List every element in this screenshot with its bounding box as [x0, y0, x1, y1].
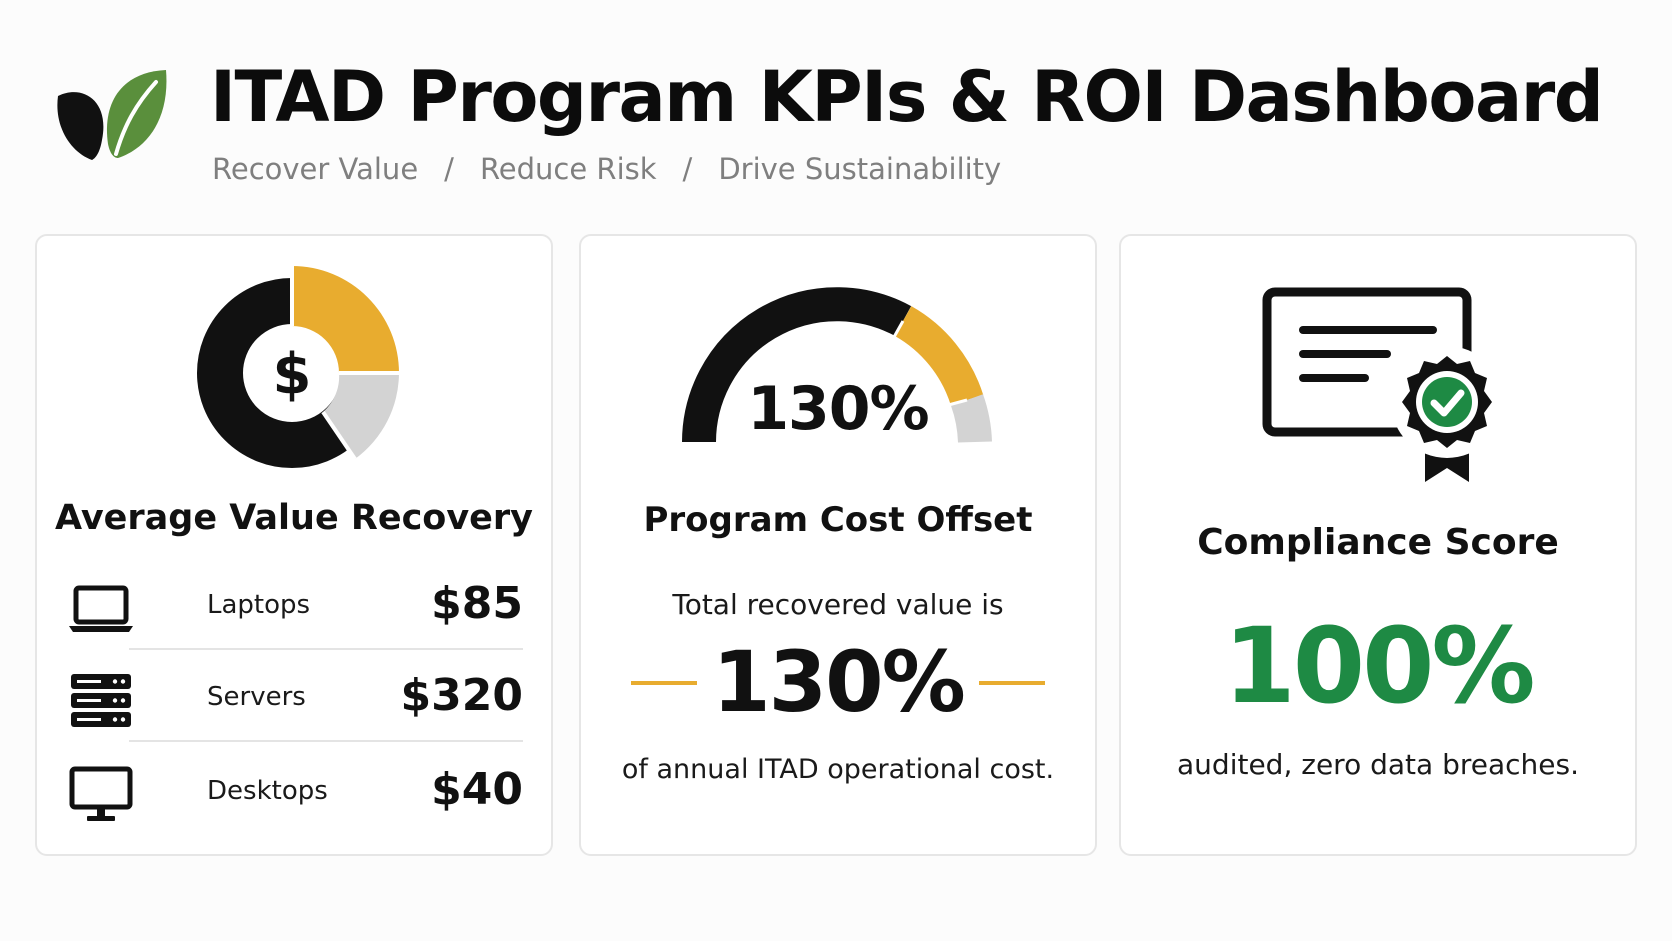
device-label: Desktops: [207, 776, 328, 806]
dollar-donut-icon: $: [197, 266, 399, 468]
device-value: $40: [431, 764, 523, 815]
device-value: $85: [431, 578, 523, 629]
accent-line-right: [979, 681, 1045, 685]
certificate-badge-icon: [1262, 287, 1503, 482]
tagline-separator: /: [682, 152, 693, 186]
laptop-icon: [69, 585, 133, 632]
gauge-icon: [682, 287, 992, 444]
row-divider: [129, 740, 523, 742]
cost-offset-outro: of annual ITAD operational cost.: [621, 754, 1055, 785]
value-recovery-card: $ Average Value Recovery Laptops $85 Ser…: [35, 234, 553, 856]
cost-offset-card: 130% Program Cost Offset Total recovered…: [579, 234, 1097, 856]
cost-offset-intro: Total recovered value is: [672, 588, 1004, 621]
row-divider: [129, 648, 523, 650]
cost-offset-value: 130%: [712, 633, 966, 731]
device-label: Laptops: [207, 590, 311, 620]
recovery-row-laptops: Laptops $85: [67, 558, 523, 650]
tagline: Recover Value / Reduce Risk / Drive Sustaina…: [212, 152, 1001, 186]
tagline-separator: /: [444, 152, 454, 186]
device-value: $320: [400, 670, 523, 721]
page-title: ITAD Program KPIs & ROI Dashboard: [210, 56, 1604, 138]
desktop-icon: [69, 766, 133, 821]
cost-offset-title: Program Cost Offset: [643, 500, 1033, 540]
compliance-caption: audited, zero data breaches.: [1177, 748, 1579, 781]
svg-text:$: $: [273, 342, 312, 407]
device-label: Servers: [207, 682, 306, 712]
leaf-icon: [57, 70, 167, 160]
tagline-item-reduce-risk: Reduce Risk: [479, 152, 657, 186]
server-icon: [71, 674, 131, 727]
value-recovery-title: Average Value Recovery: [55, 498, 533, 538]
recovery-row-servers: Servers $320: [67, 650, 523, 742]
tagline-item-recover-value: Recover Value: [212, 152, 419, 186]
accent-line-left: [631, 681, 697, 685]
compliance-card: Compliance Score 100% audited, zero data…: [1119, 234, 1637, 856]
gauge-value: 130%: [747, 374, 929, 444]
tagline-item-drive-sustainability: Drive Sustainability: [718, 152, 1002, 186]
compliance-title: Compliance Score: [1197, 522, 1559, 563]
recovery-row-desktops: Desktops $40: [67, 744, 523, 836]
compliance-score-value: 100%: [1223, 605, 1535, 727]
cost-offset-value-group: 130%: [581, 632, 1095, 732]
